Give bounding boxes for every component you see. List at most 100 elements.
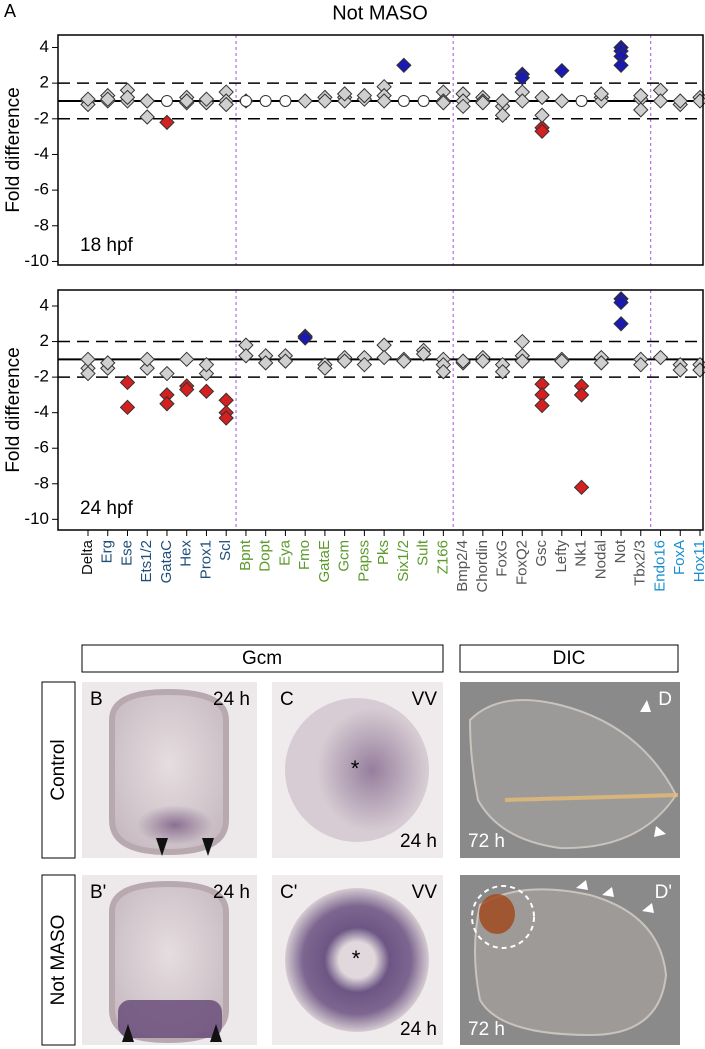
data-point bbox=[80, 351, 96, 368]
data-point bbox=[593, 355, 609, 371]
y-axis-label: Fold difference bbox=[3, 347, 24, 472]
data-point bbox=[198, 383, 215, 400]
data-point bbox=[435, 364, 452, 380]
data-point bbox=[475, 95, 491, 111]
data-point bbox=[396, 353, 412, 369]
data-point bbox=[613, 294, 629, 311]
data-point bbox=[573, 387, 590, 403]
row-box bbox=[41, 874, 76, 1046]
data-point bbox=[100, 355, 116, 371]
x-tick-label: Tbx2/3 bbox=[632, 540, 649, 586]
data-point bbox=[514, 93, 531, 109]
data-point bbox=[198, 91, 215, 107]
arrowheads bbox=[122, 1024, 222, 1042]
data-point bbox=[534, 107, 550, 123]
data-point bbox=[119, 399, 136, 416]
data-point bbox=[494, 107, 511, 123]
asterisk: * bbox=[351, 756, 360, 781]
data-point bbox=[435, 95, 452, 111]
x-tick-label: Bpnt bbox=[237, 539, 254, 571]
y-tick-label: -10 bbox=[24, 509, 49, 528]
x-tick-label: Ets1/2 bbox=[138, 540, 155, 583]
header-box bbox=[81, 644, 444, 673]
panel-view: VV bbox=[412, 882, 438, 903]
panel-time: 24 h bbox=[213, 882, 250, 903]
y-tick-label: -2 bbox=[34, 367, 49, 386]
data-point bbox=[672, 93, 688, 109]
image-panels: Gcm DIC Control Not MASO * * B 24 h C bbox=[41, 644, 680, 1046]
x-tick-label: Papss bbox=[355, 540, 372, 582]
arrowheads bbox=[156, 838, 214, 856]
data-point bbox=[218, 96, 234, 113]
panel-view: VV bbox=[412, 689, 438, 710]
x-tick-label: Sult bbox=[415, 539, 432, 566]
panel-label: D bbox=[658, 689, 672, 710]
pigment bbox=[479, 894, 515, 934]
no-data-marker bbox=[160, 94, 173, 107]
panel-time: 24 h bbox=[213, 689, 250, 710]
data-point bbox=[356, 87, 373, 104]
no-data-marker bbox=[575, 94, 588, 107]
x-tick-label: Pks bbox=[375, 540, 392, 565]
row-label: Not MASO bbox=[48, 915, 69, 1006]
x-tick-label: Not bbox=[612, 539, 629, 563]
y-tick-label: -6 bbox=[34, 438, 49, 457]
data-point bbox=[534, 123, 550, 139]
x-tick-label: Hox11 bbox=[691, 540, 705, 582]
x-tick-label: Six1/2 bbox=[395, 540, 412, 582]
y-tick-label: -6 bbox=[34, 180, 49, 199]
data-point bbox=[455, 98, 471, 115]
row-box bbox=[41, 681, 76, 859]
panel-label: B bbox=[90, 689, 103, 710]
x-tick-label: Dopt bbox=[257, 539, 274, 572]
no-data-marker bbox=[279, 94, 292, 107]
skeleton bbox=[504, 793, 679, 802]
data-point bbox=[139, 109, 155, 125]
data-point bbox=[257, 355, 274, 371]
data-point bbox=[139, 360, 155, 376]
y-tick-label: -2 bbox=[34, 108, 49, 127]
y-tick-label: -4 bbox=[34, 402, 49, 421]
y-tick-label: -8 bbox=[34, 215, 49, 234]
panel-label: C' bbox=[280, 882, 297, 903]
data-point bbox=[297, 93, 313, 109]
data-point bbox=[554, 62, 570, 79]
data-point bbox=[573, 479, 590, 496]
data-point bbox=[672, 362, 688, 378]
data-point bbox=[119, 374, 136, 391]
data-point bbox=[336, 353, 353, 369]
data-point bbox=[652, 93, 669, 109]
x-tick-label: Ese bbox=[118, 540, 135, 566]
data-point bbox=[475, 353, 491, 369]
x-tick-label: Bmp2/4 bbox=[454, 540, 471, 592]
x-tick-label: FoxQ2 bbox=[513, 540, 530, 585]
x-tick-label: Hex bbox=[178, 540, 195, 567]
data-point bbox=[80, 91, 96, 107]
data-point bbox=[652, 349, 669, 366]
y-tick-label: -10 bbox=[24, 251, 49, 270]
stain bbox=[118, 1000, 222, 1038]
x-tick-label: Z166 bbox=[434, 540, 451, 574]
data-point bbox=[218, 410, 234, 426]
row-label: Control bbox=[48, 739, 69, 800]
data-point bbox=[534, 397, 550, 414]
data-point bbox=[198, 365, 215, 382]
data-point bbox=[317, 360, 333, 376]
x-tick-label: Scl bbox=[217, 540, 234, 561]
data-point bbox=[159, 396, 175, 412]
header: DIC bbox=[553, 648, 586, 669]
header: Gcm bbox=[242, 648, 282, 669]
x-tick-label: GataE bbox=[316, 540, 333, 583]
header-box bbox=[459, 644, 679, 673]
no-data-marker bbox=[259, 94, 272, 107]
data-point bbox=[139, 351, 155, 368]
data-point bbox=[633, 356, 649, 373]
data-point bbox=[80, 365, 96, 382]
x-tick-label: Gcm bbox=[336, 540, 353, 572]
data-point bbox=[376, 349, 392, 366]
x-tick-label: Delta bbox=[79, 539, 96, 575]
x-tick-label: Nodal bbox=[592, 540, 609, 579]
larva bbox=[468, 699, 678, 850]
data-point bbox=[159, 114, 175, 131]
data-point bbox=[317, 93, 333, 109]
